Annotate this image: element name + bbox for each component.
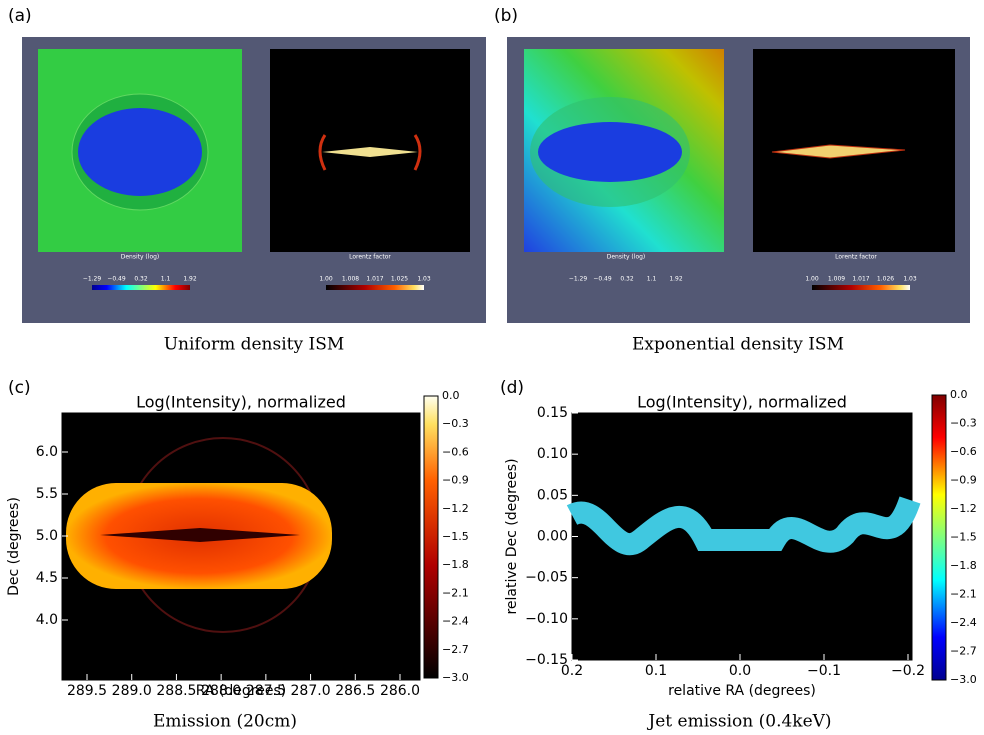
colorbar-tick-label: −1.2 <box>950 502 977 515</box>
colorbar <box>92 285 190 290</box>
panel-label: (b) <box>494 6 518 26</box>
y-tick-label: −0.15 <box>525 652 568 668</box>
colorbar-tick-label: −0.9 <box>442 474 469 487</box>
x-tick-label: −0.1 <box>807 663 841 679</box>
colorbar-tick-label: 1.009 <box>828 276 845 283</box>
colorbar-tick-label: −1.29 <box>569 276 588 283</box>
colorbar-tick-label: −0.3 <box>950 417 977 430</box>
x-tick-label: 287.0 <box>291 683 331 699</box>
colorbar-tick-label: −2.7 <box>950 645 977 658</box>
y-tick-label: −0.05 <box>525 570 568 586</box>
x-tick-label: 0.1 <box>645 663 667 679</box>
colorbar-tick-label: −1.2 <box>442 502 469 515</box>
caption: Emission (20cm) <box>153 712 297 732</box>
y-axis-label: relative Dec (degrees) <box>504 458 520 614</box>
colorbar-tick-label: 1.03 <box>903 276 917 283</box>
colorbar-tick-label: −2.1 <box>442 586 469 599</box>
plot-title: Log(Intensity), normalized <box>637 393 847 412</box>
colorbar-tick-label: −2.4 <box>442 615 469 628</box>
y-tick-label: −0.10 <box>525 611 568 627</box>
x-axis-label: RA (degrees) <box>196 683 286 699</box>
colorbar-tick-label: 0.0 <box>950 388 968 401</box>
colorbar-tick-label: −0.6 <box>442 445 469 458</box>
x-tick-label: −0.2 <box>891 663 925 679</box>
y-tick-label: 5.0 <box>36 528 58 544</box>
colorbar <box>326 285 424 290</box>
x-tick-label: 0.2 <box>561 663 583 679</box>
y-tick-label: 0.00 <box>537 529 568 545</box>
x-tick-label: 289.5 <box>67 683 107 699</box>
colorbar-tick-label: 1.00 <box>805 276 819 283</box>
y-tick-label: 4.5 <box>36 570 58 586</box>
colorbar-tick-label: −2.1 <box>950 588 977 601</box>
colorbar-tick-label: 0.32 <box>620 276 634 283</box>
colorbar-tick-label: 1.017 <box>366 276 383 283</box>
caption: Uniform density ISM <box>164 335 345 355</box>
colorbar-tick-label: −2.7 <box>442 643 469 656</box>
cocoon <box>538 122 682 182</box>
y-tick-label: 0.10 <box>537 446 568 462</box>
colorbar-tick-label: −3.0 <box>442 671 469 684</box>
panel-label: (d) <box>500 378 524 398</box>
colorbar-tick-label: −1.29 <box>83 276 102 283</box>
x-tick-label: 0.0 <box>729 663 751 679</box>
colorbar-tick-label: 1.00 <box>319 276 333 283</box>
colorbar-tick-label: −0.49 <box>107 276 126 283</box>
colorbar <box>931 394 947 681</box>
panel-label: (a) <box>8 6 32 26</box>
x-tick-label: 287.5 <box>246 683 286 699</box>
y-tick-label: 4.0 <box>36 612 58 628</box>
map-title: Lorentz factor <box>349 254 391 261</box>
caption: Exponential density ISM <box>632 335 844 355</box>
colorbar <box>423 395 439 679</box>
jet <box>322 147 418 157</box>
jet-edge <box>318 134 422 171</box>
colorbar-tick-label: 0.0 <box>442 389 460 402</box>
x-tick-label: 286.5 <box>335 683 375 699</box>
jet-channel <box>100 528 300 542</box>
colorbar-tick-label: 1.017 <box>852 276 869 283</box>
map-title: Lorentz factor <box>835 254 877 261</box>
x-tick-label: 288.0 <box>201 683 241 699</box>
colorbar-tick-label: 0.32 <box>134 276 148 283</box>
colorbar-tick-label: −2.4 <box>950 616 977 629</box>
colorbar-tick-label: 1.026 <box>877 276 894 283</box>
colorbar-tick-label: −3.0 <box>950 673 977 686</box>
colorbar <box>812 285 910 290</box>
colorbar-tick-label: 1.92 <box>669 276 683 283</box>
colorbar-tick-label: 1.008 <box>342 276 359 283</box>
colorbar-tick-label: −0.3 <box>442 417 469 430</box>
colorbar-tick-label: −1.8 <box>950 559 977 572</box>
colorbar-tick-label: −0.9 <box>950 474 977 487</box>
colorbar-tick-label: −0.6 <box>950 445 977 458</box>
y-tick-label: 5.5 <box>36 486 58 502</box>
caption: Jet emission (0.4keV) <box>646 712 831 732</box>
x-tick-label: 288.5 <box>156 683 196 699</box>
panel-label: (c) <box>8 378 31 398</box>
colorbar-tick-label: 1.1 <box>161 276 171 283</box>
colorbar-tick-label: −0.49 <box>593 276 612 283</box>
colorbar-tick-label: 1.025 <box>391 276 408 283</box>
jet-emission <box>566 496 921 555</box>
jet <box>771 144 906 159</box>
colorbar-tick-label: −1.5 <box>442 530 469 543</box>
x-tick-label: 289.0 <box>112 683 152 699</box>
cocoon <box>78 108 202 196</box>
plot-title: Log(Intensity), normalized <box>136 393 346 412</box>
y-axis-label: Dec (degrees) <box>6 497 22 596</box>
x-tick-label: 286.0 <box>380 683 420 699</box>
x-axis-label: relative RA (degrees) <box>668 683 816 699</box>
y-tick-label: 6.0 <box>36 444 58 460</box>
colorbar-tick-label: −1.5 <box>950 531 977 544</box>
map-title: Density (log) <box>607 254 646 261</box>
y-tick-label: 0.15 <box>537 405 568 421</box>
colorbar-tick-label: 1.92 <box>183 276 197 283</box>
y-tick-label: 0.05 <box>537 487 568 503</box>
colorbar-tick-label: 1.1 <box>647 276 657 283</box>
map-title: Density (log) <box>121 254 160 261</box>
colorbar-tick-label: 1.03 <box>417 276 431 283</box>
colorbar-tick-label: −1.8 <box>442 558 469 571</box>
